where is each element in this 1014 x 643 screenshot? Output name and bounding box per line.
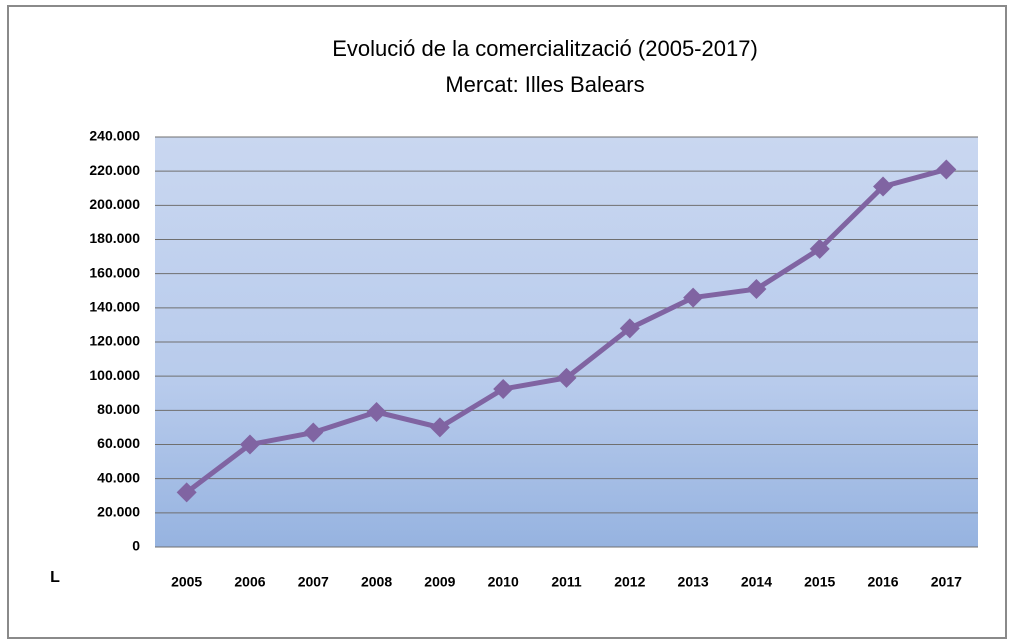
data-point (683, 287, 704, 308)
data-point (619, 318, 640, 339)
y-tick-label: 160.000 (89, 264, 140, 280)
data-point (429, 417, 450, 438)
x-tick-label: 2009 (424, 574, 455, 590)
chart-subtitle: Mercat: Illes Balears (445, 72, 644, 97)
y-tick-label: 60.000 (97, 435, 140, 451)
x-tick-label: 2014 (741, 574, 772, 590)
chart-title: Evolució de la comercialització (2005-20… (332, 36, 758, 61)
x-tick-label: 2016 (867, 574, 898, 590)
data-point (176, 482, 197, 503)
y-tick-label: 100.000 (89, 367, 140, 383)
x-tick-label: 2012 (614, 574, 645, 590)
x-tick-label: 2015 (804, 574, 835, 590)
data-point (873, 176, 894, 197)
data-point (936, 159, 957, 180)
data-point (746, 279, 767, 300)
data-point (809, 238, 830, 259)
x-tick-label: 2007 (298, 574, 329, 590)
data-point (493, 378, 514, 399)
y-tick-label: 40.000 (97, 469, 140, 485)
x-tick-label: 2013 (678, 574, 709, 590)
x-tick-label: 2005 (171, 574, 202, 590)
y-tick-label: 80.000 (97, 401, 140, 417)
y-tick-label: 180.000 (89, 230, 140, 246)
y-tick-label: 220.000 (89, 162, 140, 178)
data-point (303, 422, 324, 443)
y-tick-label: 20.000 (97, 504, 140, 520)
y-tick-label: 140.000 (89, 299, 140, 315)
y-tick-label: 200.000 (89, 196, 140, 212)
x-tick-label: 2017 (931, 574, 962, 590)
x-tick-label: 2011 (551, 574, 582, 590)
x-tick-label: 2008 (361, 574, 392, 590)
y-axis-label: L (50, 569, 60, 586)
x-tick-label: 2006 (234, 574, 265, 590)
y-tick-label: 0 (132, 538, 140, 554)
data-point (556, 367, 577, 388)
x-tick-label: 2010 (488, 574, 519, 590)
y-tick-label: 120.000 (89, 333, 140, 349)
data-point (239, 434, 260, 455)
data-point (366, 402, 387, 423)
y-tick-label: 240.000 (89, 128, 140, 144)
